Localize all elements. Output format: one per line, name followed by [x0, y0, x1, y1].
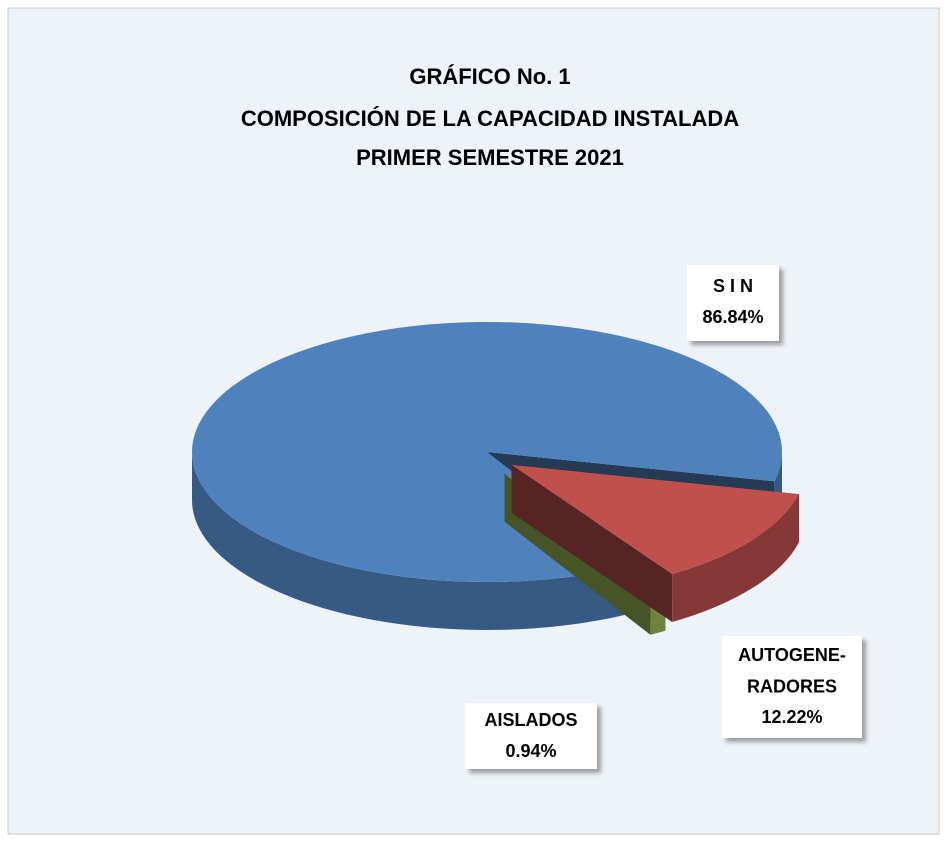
slice-wall	[511, 464, 673, 622]
data-label-name: AISLADOS	[484, 710, 577, 730]
chart-title: COMPOSICIÓN DE LA CAPACIDAD INSTALADA	[241, 106, 739, 131]
data-label-box	[687, 265, 779, 341]
data-label-value: 86.84%	[702, 307, 763, 327]
slice-side	[192, 452, 633, 630]
data-label-name: S I N	[713, 276, 753, 296]
slice-top	[511, 464, 799, 574]
chart-title: PRIMER SEMESTRE 2021	[356, 145, 624, 170]
data-label-value: 12.22%	[761, 707, 822, 727]
data-label-box	[722, 636, 862, 738]
data-label-name: AUTOGENE-RADORES	[738, 645, 846, 697]
slice-side	[672, 494, 799, 622]
data-label-value: 0.94%	[505, 741, 556, 761]
slice-top	[192, 321, 783, 582]
data-label-box	[465, 703, 597, 769]
slice	[511, 464, 799, 622]
chart-title: GRÁFICO No. 1	[409, 64, 570, 89]
